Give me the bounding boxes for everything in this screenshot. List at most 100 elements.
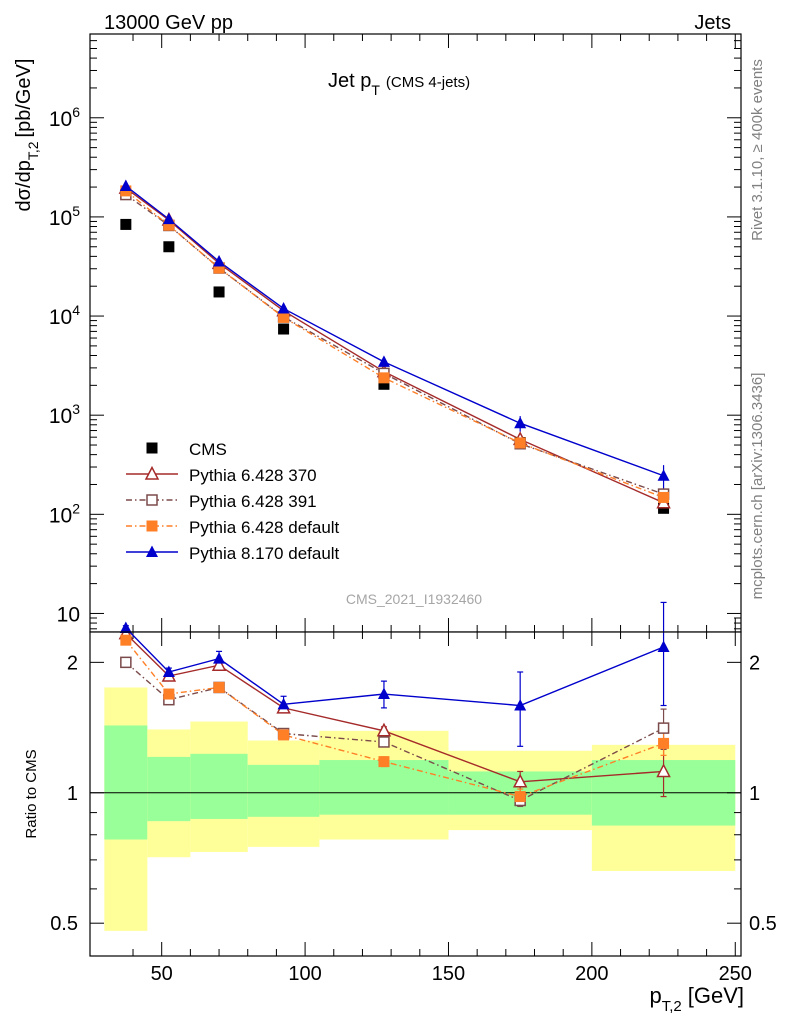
ratio-point-pythia-6-428-default (378, 756, 390, 768)
x-label-subscript: T,2 (662, 998, 682, 1015)
legend-label: Pythia 6.428 370 (189, 466, 317, 485)
main-point-pythia-8-170-default (213, 255, 226, 267)
main-y-tick-label: 103 (49, 401, 80, 428)
ratio-point-pythia-6-428-370 (376, 722, 392, 737)
side-label-mcplots: mcplots.cern.ch [arXiv:1306.3436] (749, 373, 766, 600)
main-y-tick-label-exponent: 6 (72, 104, 80, 120)
ratio-uncertainty-bands (104, 687, 736, 931)
ratio-band-inner (147, 756, 191, 822)
legend-marker (146, 494, 158, 506)
ratio-point-pythia-6-428-default (120, 634, 132, 646)
legend-marker (144, 465, 160, 480)
ratio-band-inner (319, 760, 449, 815)
ratio-markers (118, 621, 671, 807)
main-y-tick-label: 10 (57, 603, 80, 626)
ratio-point-pythia-8-170-default (377, 687, 390, 700)
main-point-pythia-6-428-default (514, 437, 526, 449)
ratio-panel-frame (89, 631, 742, 957)
legend-label: CMS (189, 440, 227, 459)
legend-marker (146, 520, 158, 532)
main-y-tick-label-exponent: 4 (72, 302, 80, 318)
x-tick-label: 50 (151, 963, 173, 985)
main-y-tick-label-base: 10 (49, 207, 72, 230)
ratio-point-pythia-6-428-370 (211, 657, 227, 671)
ratio-axis-ticks: 0.5 0.51 12 250 100 150 200 250 (50, 632, 777, 985)
ratio-panel: 0.5 0.51 12 250 100 150 200 250 Ratio to CMS pT… (23, 601, 777, 1015)
main-y-tick-label-base: 10 (49, 108, 72, 131)
main-point-cms (213, 286, 225, 298)
legend-marker (146, 545, 158, 557)
main-point-cms (120, 218, 132, 230)
main-point-cms (278, 323, 290, 335)
legend: CMS Pythia 6.428 370 Pythia 6.428 391 Pythi… (126, 440, 340, 563)
ratio-point-pythia-8-170-default (213, 652, 226, 664)
main-title-note: (CMS 4-jets) (386, 74, 470, 91)
ratio-point-pythia-6-428-default (213, 681, 225, 693)
main-y-label-subscript: T,2 (25, 141, 41, 160)
main-y-axis-label: dσ/dpT,2 [pb/GeV] (13, 59, 41, 212)
x-tick-label: 200 (575, 963, 608, 985)
ratio-y-tick-label-right: 2 (749, 652, 760, 674)
main-point-pythia-8-170-default (277, 302, 290, 314)
ratio-point-pythia-6-428-370 (656, 763, 671, 778)
ratio-point-pythia-6-428-370 (512, 773, 528, 788)
x-tick-label: 250 (719, 963, 752, 985)
main-y-label-text: dσ/dp (13, 160, 35, 211)
ratio-point-pythia-8-170-default (119, 621, 132, 634)
legend-label: Pythia 6.428 391 (189, 492, 317, 511)
main-y-tick-label: 102 (49, 500, 80, 527)
ratio-point-pythia-6-428-default (658, 737, 670, 749)
ratio-point-pythia-6-428-391 (657, 722, 670, 734)
legend-marker (146, 442, 158, 454)
x-tick-label: 150 (432, 963, 465, 985)
header-category: Jets (694, 12, 731, 34)
ratio-point-pythia-8-170-default (277, 697, 290, 710)
main-y-tick-label: 106 (49, 104, 80, 131)
main-title-text: Jet p (328, 70, 371, 92)
ratio-y-tick-label-left: 2 (67, 652, 78, 674)
x-axis-label: pT,2 [GeV] (649, 983, 744, 1015)
ratio-band-inner (104, 725, 148, 840)
main-panel-background (90, 34, 741, 632)
ratio-y-axis-label: Ratio to CMS (23, 749, 40, 838)
main-y-tick-label-exponent: 3 (72, 401, 80, 417)
main-y-tick-label-base: 10 (49, 306, 72, 329)
ratio-point-pythia-6-428-default (278, 729, 290, 741)
side-label-rivet: Rivet 3.1.10, ≥ 400k events (749, 59, 766, 241)
main-point-pythia-6-428-default (163, 219, 175, 231)
main-point-pythia-8-170-default (377, 355, 390, 367)
main-y-tick-label-base: 10 (49, 405, 72, 428)
ratio-band-inner (190, 753, 248, 819)
main-title-subscript: T (371, 82, 380, 98)
ratio-point-pythia-6-428-default (514, 791, 526, 803)
analysis-watermark: CMS_2021_I1932460 (346, 591, 482, 607)
ratio-point-pythia-6-428-391 (120, 656, 132, 669)
main-y-tick-label: 105 (49, 203, 80, 230)
main-point-pythia-8-170-default (162, 212, 175, 225)
main-point-cms (163, 241, 175, 253)
main-y-tick-label-base: 10 (49, 504, 72, 527)
main-point-pythia-6-428-default (213, 262, 225, 274)
main-y-label-unit: [pb/GeV] (13, 59, 35, 138)
main-title: Jet pT (CMS 4-jets) (328, 70, 470, 98)
main-y-tick-label-exponent: 5 (72, 203, 80, 219)
ratio-point-pythia-8-170-default (657, 640, 670, 652)
main-point-cms (378, 378, 390, 390)
legend-label: Pythia 6.428 default (189, 518, 340, 537)
ratio-point-pythia-6-428-default (163, 688, 175, 700)
x-label-unit: [GeV] (688, 983, 744, 1008)
main-point-pythia-8-170-default (119, 179, 132, 192)
ratio-point-pythia-8-170-default (162, 665, 175, 677)
main-point-pythia-6-428-default (378, 372, 390, 384)
ratio-band-inner (247, 764, 320, 817)
main-y-tick-label: 104 (49, 302, 80, 329)
main-point-pythia-6-428-default (278, 311, 290, 323)
ratio-y-tick-label-right: 1 (749, 783, 760, 805)
main-y-tick-label-base: 10 (57, 603, 80, 626)
main-point-pythia-8-170-default (514, 416, 527, 429)
ratio-y-tick-label-left: 0.5 (50, 913, 78, 935)
x-label-text: p (649, 983, 661, 1008)
